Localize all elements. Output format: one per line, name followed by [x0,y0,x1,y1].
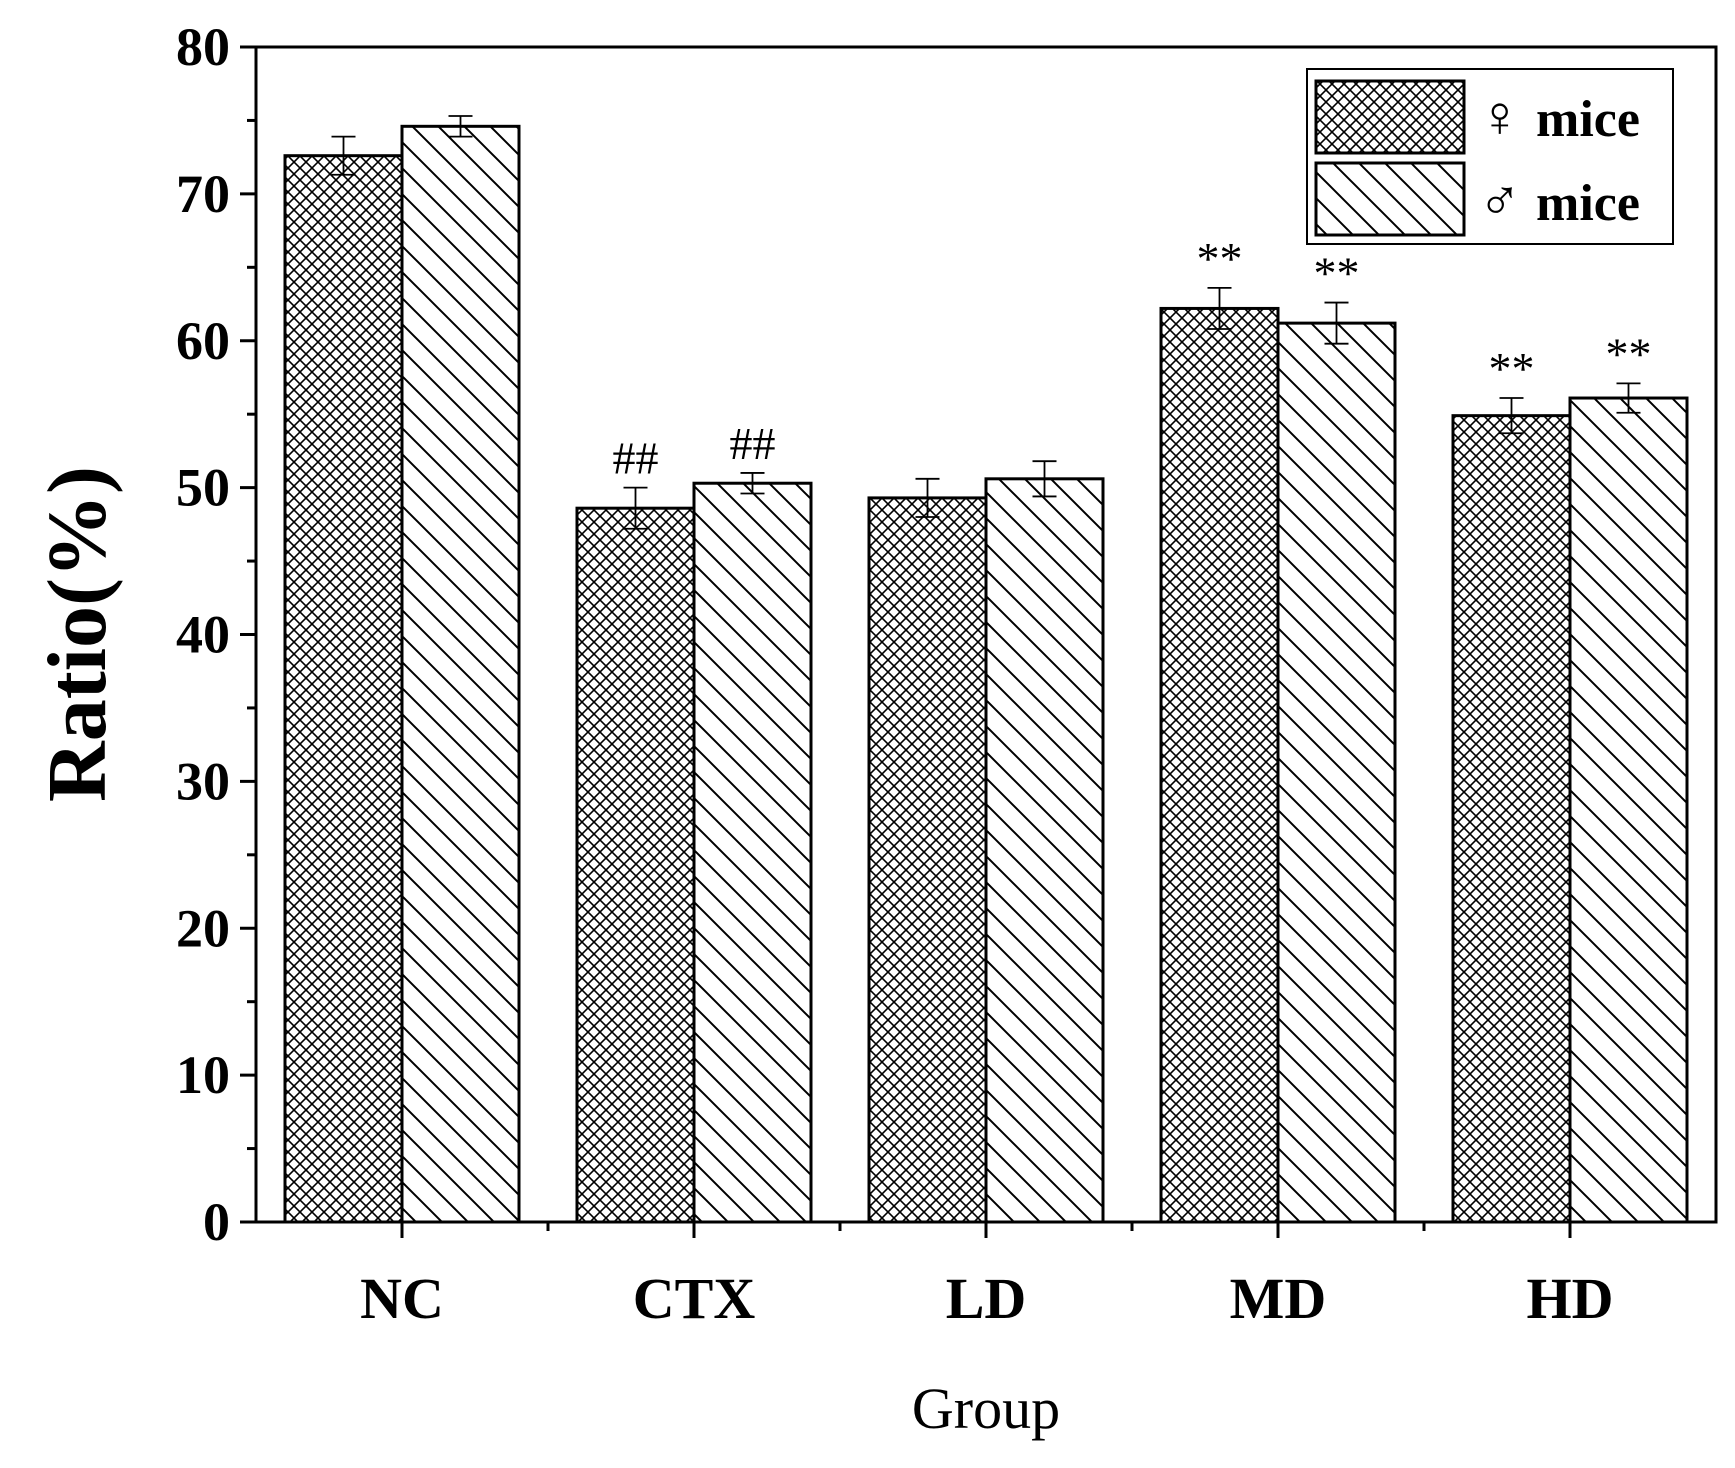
y-tick-label: 10 [176,1045,230,1105]
legend-label-female: mice [1536,91,1640,148]
error-bar-ld-series-1 [915,477,940,518]
y-tick-label: 30 [176,751,230,811]
y-tick-label: 0 [203,1192,230,1252]
legend-swatch-female [1314,79,1466,155]
annotation-md-series-1: ** [1197,233,1243,284]
x-tick-label-ld: LD [946,1266,1027,1331]
error-bar-hd-series-1 [1499,397,1524,435]
x-tick-label-hd: HD [1527,1266,1614,1331]
significance-annotations: ## ## ** ** ** ** [613,233,1652,484]
annotation-md-series-2: ** [1314,248,1360,299]
plot-area: ## ## ** ** ** ** 0 10 20 30 40 50 60 70 80 NC CTX LD MD… [176,17,1718,1331]
annotation-hd-series-2: ** [1606,328,1652,379]
error-bars [331,115,1641,530]
x-axis: NC CTX LD MD HD [360,1222,1614,1331]
error-bar-ld-series-2 [1032,460,1057,498]
y-tick-label: 20 [176,898,230,958]
x-tick-label-nc: NC [360,1266,444,1331]
bar-hd-series-2 [1568,396,1689,1224]
error-bar-hd-series-2 [1616,382,1641,414]
error-bar-md-series-2 [1324,301,1349,345]
y-tick-label: 60 [176,311,230,371]
bar-nc-series-2 [400,124,521,1224]
bar-ctx-series-2 [692,481,813,1224]
x-axis-title: Group [912,1376,1060,1441]
legend-label-male: mice [1536,175,1640,232]
x-tick-label-md: MD [1230,1266,1327,1331]
annotation-hd-series-1: ** [1489,343,1535,394]
bar-ctx-series-1 [575,506,696,1224]
annotation-ctx-series-2: ## [730,418,776,469]
bar-nc-series-1 [283,154,404,1224]
bars [283,124,1689,1224]
bar-md-series-2 [1276,321,1397,1224]
legend-symbol-female: ♀ [1478,84,1522,149]
bar-md-series-1 [1159,306,1280,1224]
bar-ld-series-2 [984,477,1105,1224]
y-tick-label: 50 [176,458,230,518]
error-bar-nc-series-2 [448,115,473,138]
annotation-ctx-series-1: ## [613,433,659,484]
bar-ld-series-1 [867,496,988,1224]
y-axis-title: Ratio(%) [31,466,124,802]
y-axis: 0 10 20 30 40 50 60 70 80 [176,17,256,1252]
y-tick-label: 40 [176,605,230,665]
error-bar-ctx-series-2 [740,472,765,495]
error-bar-md-series-1 [1207,286,1232,330]
legend-swatch-male [1314,161,1466,237]
legend: ♀ mice ♂ mice [1306,68,1674,245]
legend-symbol-male: ♂ [1478,168,1522,233]
x-tick-label-ctx: CTX [633,1266,756,1331]
error-bar-nc-series-1 [331,135,356,176]
y-tick-label: 70 [176,164,230,224]
error-bar-ctx-series-1 [623,486,648,530]
bar-hd-series-1 [1451,414,1572,1224]
y-tick-label: 80 [176,17,230,77]
